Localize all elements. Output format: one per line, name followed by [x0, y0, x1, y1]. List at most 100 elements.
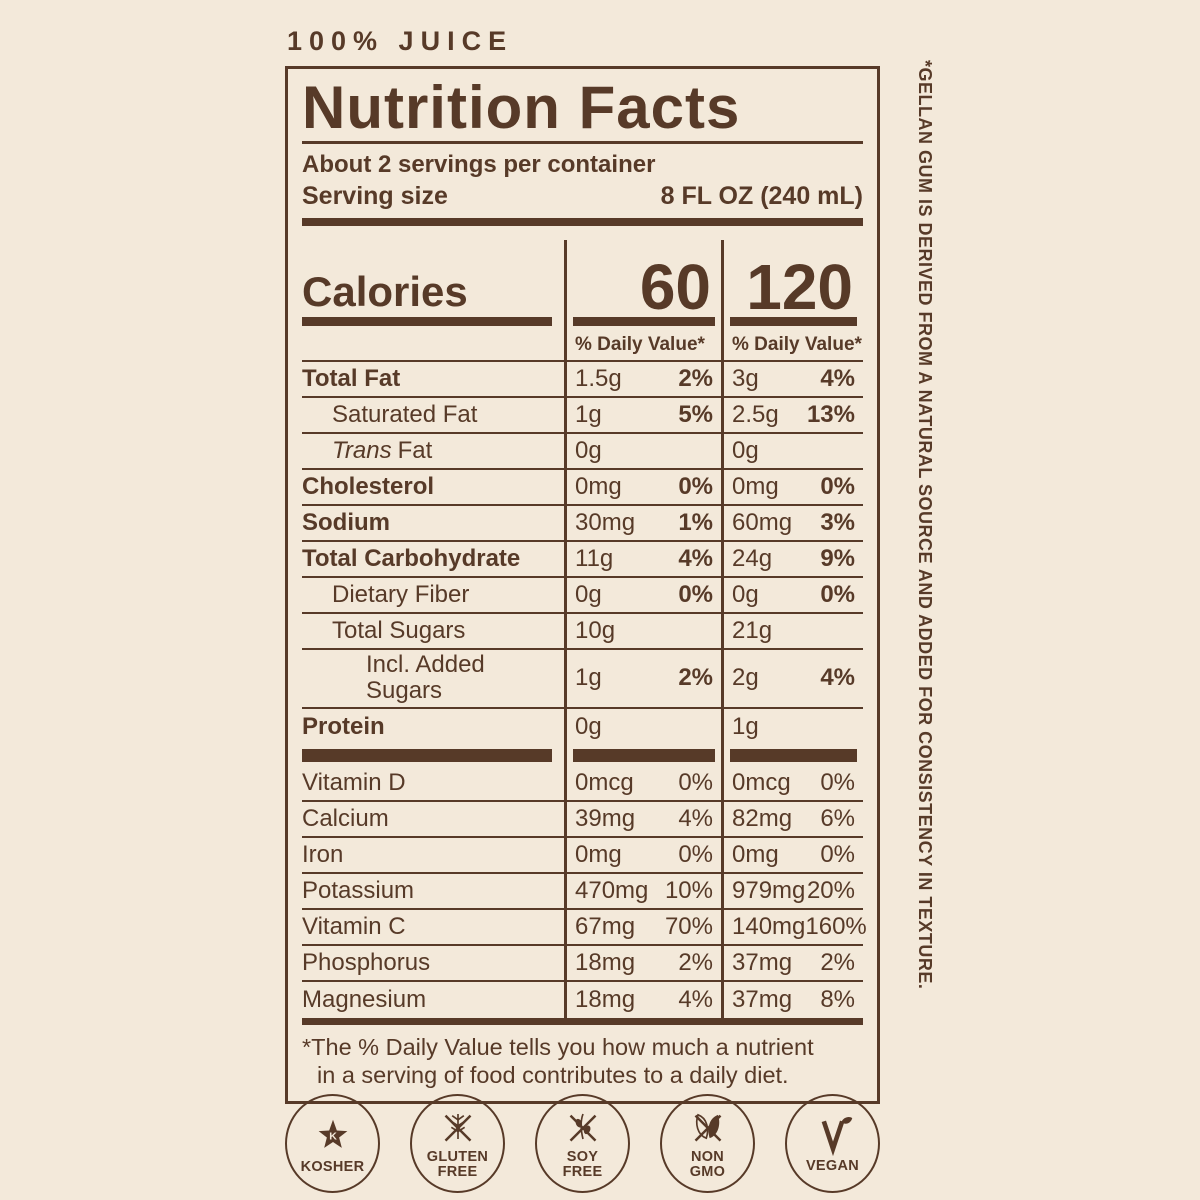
value-serving-1: 0g [564, 434, 721, 471]
value-serving-2: 37mg 2% [721, 945, 863, 982]
daily-value: 0% [678, 472, 713, 500]
amount: 0g [732, 580, 759, 608]
daily-value: 160% [805, 912, 867, 940]
table-row: Iron 0mg 0% 0mg 0% [302, 837, 863, 874]
daily-value: 0% [820, 840, 855, 868]
gellan-gum-disclaimer: *GELLAN GUM IS DERIVED FROM A NATURAL SO… [915, 60, 935, 990]
table-row: Total Carbohydrate 11g 4% 24g 9% [302, 542, 863, 579]
daily-value: 1% [678, 508, 713, 536]
nutrient-name: Potassium [302, 874, 564, 910]
amount: 0mg [732, 472, 779, 500]
nutrient-name: Incl. Added Sugars [302, 650, 564, 709]
table-row: Phosphorus 18mg 2% 37mg 2% [302, 945, 863, 982]
value-serving-1: 1g 2% [564, 650, 721, 709]
serving-size-label: Serving size [302, 182, 448, 211]
nutrient-name: Total Sugars [302, 614, 564, 651]
amount: 18mg [575, 985, 636, 1013]
table-row: Magnesium 18mg 4% 37mg 8% [302, 981, 863, 1018]
daily-value: 0% [678, 580, 713, 608]
amount: 67mg [575, 912, 636, 940]
table-row: Vitamin D 0mcg 0% 0mcg 0% [302, 765, 863, 802]
kosher-star-icon: K [318, 1120, 347, 1149]
servings-per-container: About 2 servings per container [302, 151, 656, 179]
section-separator [302, 744, 863, 766]
value-serving-1: 0mg 0% [564, 470, 721, 507]
nutrition-facts-panel: Nutrition Facts About 2 servings per con… [285, 66, 880, 1105]
value-serving-2: 60mg 3% [721, 506, 863, 543]
badge-non-gmo: NON GMO [660, 1094, 755, 1193]
nutrient-name: Saturated Fat [302, 398, 564, 435]
amount: 0mg [575, 472, 622, 500]
value-serving-1: 0g 0% [564, 578, 721, 615]
badge-gluten-free: GLUTEN FREE [410, 1094, 505, 1193]
value-serving-2: 3g 4% [721, 362, 863, 399]
amount: 0g [575, 580, 602, 608]
daily-value: 0% [820, 580, 855, 608]
certification-badges: K KOSHER GLUTEN FREE [285, 1094, 880, 1193]
amount: 3g [732, 364, 759, 392]
table-row: Incl. Added Sugars 1g 2% 2g 4% [302, 650, 863, 709]
amount: 2g [732, 664, 759, 692]
title-rule [302, 141, 863, 145]
serving-size-row: Serving size 8 FL OZ (240 mL) [302, 182, 863, 211]
table-row: Trans Fat 0g 0g [302, 434, 863, 471]
nutrient-name: Vitamin C [302, 910, 564, 946]
badge-label: VEGAN [805, 1158, 860, 1175]
amount: 1.5g [575, 364, 622, 392]
soy-free-icon [569, 1113, 596, 1142]
nutrient-name: Dietary Fiber [302, 578, 564, 615]
vegan-icon [821, 1117, 852, 1157]
nutrient-name: Sodium [302, 506, 564, 543]
value-serving-1: 39mg 4% [564, 801, 721, 838]
value-serving-2: 0mg 0% [721, 470, 863, 507]
value-serving-1: 67mg 70% [564, 909, 721, 946]
value-serving-2: 2g 4% [721, 650, 863, 709]
daily-value: 2% [820, 948, 855, 976]
value-serving-1: 470mg 10% [564, 873, 721, 910]
badge-label: NON GMO [689, 1148, 726, 1180]
daily-value-header-2: % Daily Value* [721, 326, 863, 363]
amount: 30mg [575, 508, 636, 536]
badge-vegan: VEGAN [785, 1094, 880, 1193]
calories-label: Calories [302, 268, 468, 316]
calories-underline-cell [721, 317, 863, 327]
table-row: Cholesterol 0mg 0% 0mg 0% [302, 470, 863, 507]
amount: 10g [575, 616, 616, 644]
calories-underline-cell [564, 317, 721, 327]
table-row: Calcium 39mg 4% 82mg 6% [302, 801, 863, 838]
macro-nutrient-table: Total Fat 1.5g 2% 3g 4% Saturated Fat 1g 5%… [288, 362, 877, 745]
panel-title: Nutrition Facts [302, 74, 741, 141]
daily-value: 0% [820, 472, 855, 500]
daily-value: 0% [678, 768, 713, 796]
table-row: Potassium 470mg 10% 979mg 20% [302, 873, 863, 910]
daily-value-header-row: % Daily Value* % Daily Value* [302, 326, 863, 363]
daily-value: 0% [678, 840, 713, 868]
table-row: Sodium 30mg 1% 60mg 3% [302, 506, 863, 543]
calories-row: Calories 60 120 [302, 240, 863, 319]
footnote-line-2: in a serving of food contributes to a da… [317, 1062, 789, 1089]
value-serving-2: 1g [721, 708, 863, 745]
value-serving-1: 10g [564, 614, 721, 651]
badge-kosher: K KOSHER [285, 1094, 380, 1193]
amount: 1g [732, 712, 759, 740]
amount: 1g [575, 400, 602, 428]
calories-serving-1: 60 [564, 240, 721, 319]
daily-value: 10% [664, 876, 713, 904]
badge-label: KOSHER [300, 1159, 365, 1176]
value-serving-1: 0mg 0% [564, 837, 721, 874]
badge-soy-free: SOY FREE [535, 1094, 630, 1193]
nutrient-name: Total Carbohydrate [302, 542, 564, 579]
daily-value: 5% [678, 400, 713, 428]
daily-value: 2% [678, 664, 713, 692]
nutrient-name: Iron [302, 838, 564, 874]
svg-text:K: K [329, 1131, 337, 1143]
daily-value: 4% [678, 544, 713, 572]
amount: 0g [575, 712, 602, 740]
daily-value-header-1: % Daily Value* [564, 326, 721, 363]
calories-underline-cell [302, 317, 564, 327]
value-serving-2: 82mg 6% [721, 801, 863, 838]
amount: 979mg [732, 876, 806, 904]
daily-value: 4% [678, 985, 713, 1013]
value-serving-2: 21g [721, 614, 863, 651]
amount: 60mg [732, 508, 793, 536]
